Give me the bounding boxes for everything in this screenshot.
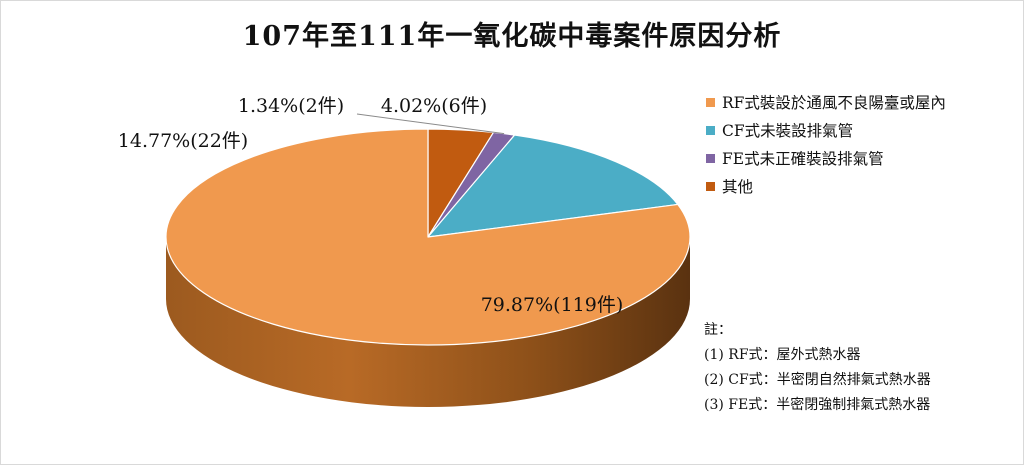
legend-label: RF式裝設於通風不良陽臺或屋內 (722, 94, 946, 112)
data-label-other: 4.02%(6件) (381, 95, 487, 117)
pie-side (166, 237, 690, 407)
legend-swatch (706, 125, 715, 135)
note-rf: (1) RF式：屋外式熱水器 (704, 347, 861, 363)
slice-cf (427, 134, 679, 238)
data-label-fe: 1.34%(2件) (238, 95, 344, 117)
slice-rf (165, 128, 691, 346)
pie-side-wall (166, 237, 690, 407)
legend-item-rf: RF式裝設於通風不良陽臺或屋內 (706, 88, 946, 116)
legend-swatch (706, 181, 715, 191)
notes-heading: 註： (704, 322, 732, 338)
legend-swatch (706, 97, 715, 107)
legend-item-other: 其他 (706, 172, 946, 200)
notes: 註： (1) RF式：屋外式熱水器 (2) CF式：半密閉自然排氣式熱水器 (3… (704, 318, 931, 418)
legend-item-fe: FE式未正確裝設排氣管 (706, 144, 946, 172)
legend-label: CF式未裝設排氣管 (722, 122, 854, 140)
data-labels: 79.87%(119件) 14.77%(22件) 1.34%(2件) 4.02%(6件… (118, 95, 624, 316)
note-cf: (2) CF式：半密閉自然排氣式熱水器 (704, 372, 931, 388)
data-label-cf: 14.77%(22件) (118, 130, 248, 152)
chart-title: 107年至111年一氧化碳中毒案件原因分析 (242, 21, 782, 52)
data-label-rf: 79.87%(119件) (481, 294, 624, 316)
legend-item-cf: CF式未裝設排氣管 (706, 116, 946, 144)
note-fe: (3) FE式：半密閉強制排氣式熱水器 (704, 397, 931, 413)
legend-swatch (706, 153, 715, 163)
leader-line-fe (356, 113, 505, 135)
legend-label: 其他 (722, 178, 754, 196)
legend-label: FE式未正確裝設排氣管 (722, 150, 884, 168)
pie-top (165, 128, 691, 346)
legend: RF式裝設於通風不良陽臺或屋內 CF式未裝設排氣管 FE式未正確裝設排氣管 其他 (706, 88, 946, 200)
